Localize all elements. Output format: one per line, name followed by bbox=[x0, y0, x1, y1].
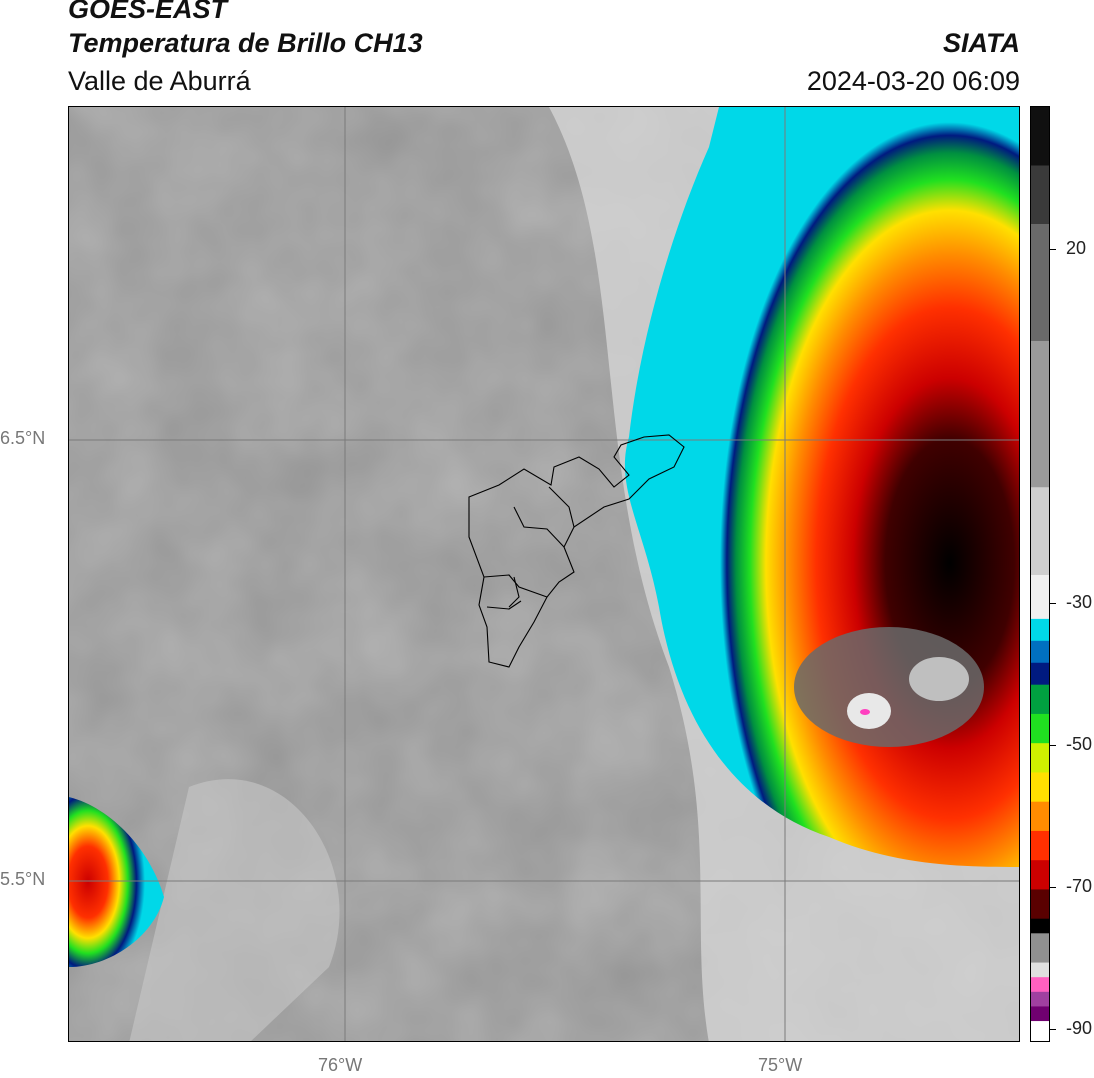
colorbar-segment bbox=[1031, 933, 1049, 964]
colorbar-segment bbox=[1031, 830, 1049, 861]
cold-top-spot-1 bbox=[909, 657, 969, 701]
colorbar-segment bbox=[1031, 487, 1049, 576]
colorbar bbox=[1030, 106, 1050, 1042]
colorbar-segment bbox=[1031, 618, 1049, 642]
coldest-spot bbox=[860, 709, 870, 715]
colorbar-segment bbox=[1031, 1021, 1049, 1041]
colorbar-segment bbox=[1031, 640, 1049, 664]
colorbar-segment bbox=[1031, 662, 1049, 686]
colorbar-segment bbox=[1031, 889, 1049, 920]
colorbar-label-20: 20 bbox=[1066, 238, 1087, 258]
timestamp-label: 2024-03-20 06:09 bbox=[806, 66, 1020, 96]
colorbar-tick-minus70 bbox=[1050, 887, 1056, 888]
colorbar-label-minus70: -70 bbox=[1066, 876, 1093, 896]
colorbar-label-minus90: -90 bbox=[1066, 1018, 1093, 1038]
lat-label-5-5n: 5.5°N bbox=[0, 869, 46, 889]
colorbar-segment bbox=[1031, 977, 1049, 993]
municipal-boundaries bbox=[468, 434, 685, 668]
colorbar-label-minus30: -30 bbox=[1066, 592, 1093, 612]
cold-top-core bbox=[794, 627, 984, 747]
convective-cell-southwest bbox=[69, 797, 164, 967]
colorbar-tick-minus50 bbox=[1050, 745, 1056, 746]
colorbar-tick-20 bbox=[1050, 249, 1056, 250]
colorbar-segment bbox=[1031, 107, 1049, 166]
colorbar-segment bbox=[1031, 224, 1049, 342]
colorbar-segment bbox=[1031, 918, 1049, 934]
channel-title: Temperatura de Brillo CH13 bbox=[68, 28, 423, 58]
colorbar-segment bbox=[1031, 801, 1049, 832]
colorbar-segment bbox=[1031, 772, 1049, 803]
colorbar-tick-minus30 bbox=[1050, 603, 1056, 604]
colorbar-segment bbox=[1031, 991, 1049, 1007]
colorbar-segment bbox=[1031, 165, 1049, 225]
region-label: Valle de Aburrá bbox=[68, 66, 251, 96]
organization-label: SIATA bbox=[943, 28, 1020, 58]
colorbar-segment bbox=[1031, 1006, 1049, 1022]
colorbar-segment bbox=[1031, 860, 1049, 890]
colorbar-segment bbox=[1031, 684, 1049, 715]
colorbar-segment bbox=[1031, 962, 1049, 978]
lon-label-75w: 75°W bbox=[758, 1055, 803, 1075]
colorbar-label-minus50: -50 bbox=[1066, 734, 1093, 754]
lon-label-76w: 76°W bbox=[318, 1055, 363, 1075]
colorbar-segment bbox=[1031, 575, 1049, 620]
cloud-patch-southwest bbox=[129, 779, 340, 1041]
product-title: GOES-EAST bbox=[68, 0, 228, 24]
satellite-map[interactable] bbox=[68, 106, 1020, 1042]
map-canvas bbox=[69, 107, 1019, 1041]
colorbar-segment bbox=[1031, 713, 1049, 744]
colorbar-segment bbox=[1031, 341, 1049, 488]
colorbar-tick-minus90 bbox=[1050, 1029, 1056, 1030]
colorbar-segment bbox=[1031, 743, 1049, 773]
lat-label-6-5n: 6.5°N bbox=[0, 428, 46, 448]
colorbar-gradient bbox=[1031, 107, 1049, 1041]
